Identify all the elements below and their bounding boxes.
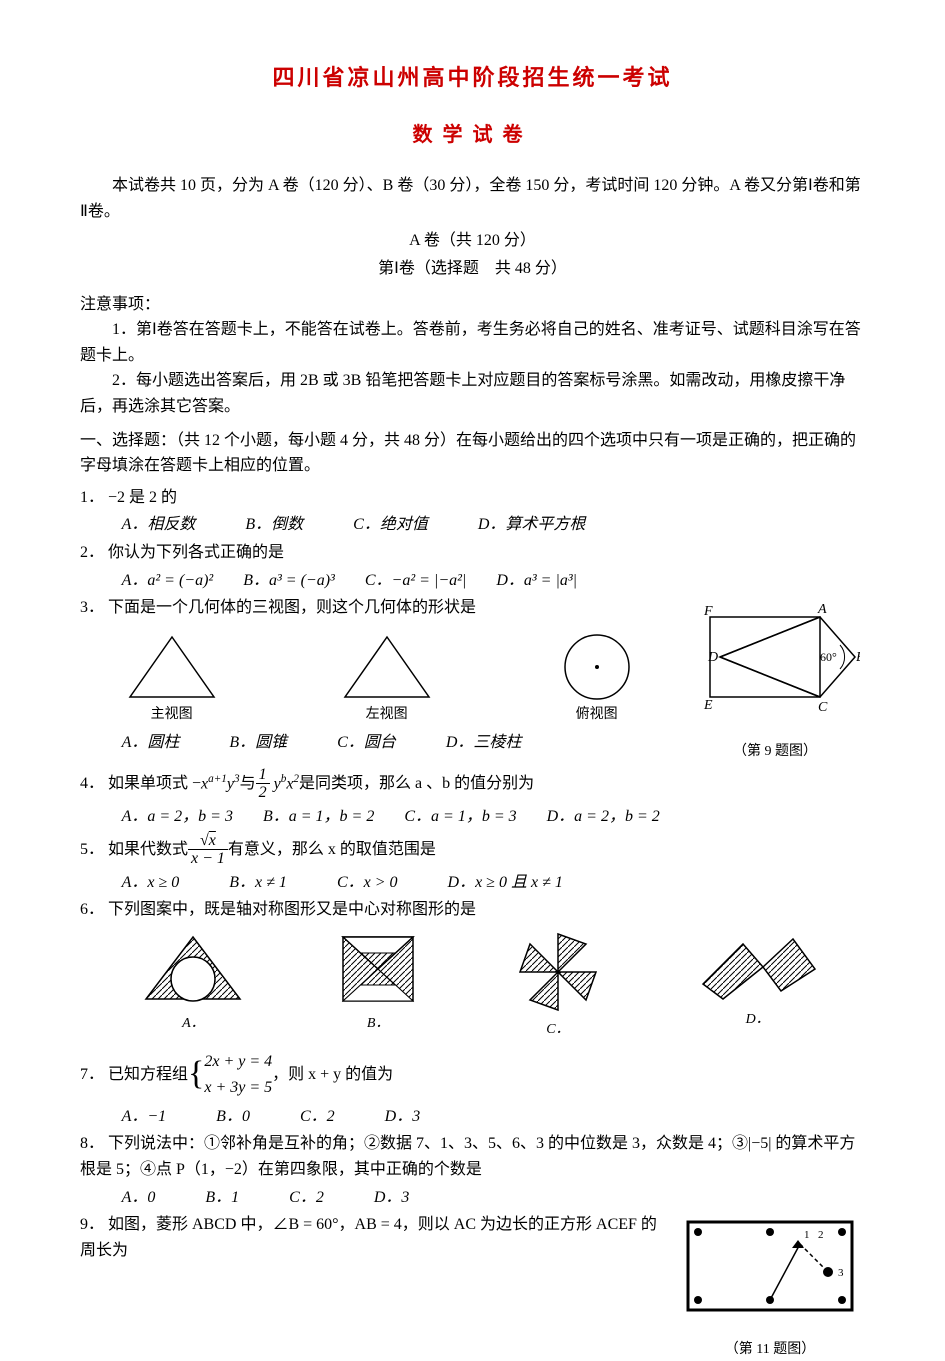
brace-icon: { bbox=[188, 1047, 204, 1101]
q3-option-b: B．圆锥 bbox=[229, 730, 287, 756]
q3-option-d: D．三棱柱 bbox=[446, 730, 522, 756]
question-2: 2． 你认为下列各式正确的是 A．a² = (−a)² B．a³ = (−a)³… bbox=[80, 540, 865, 593]
q6-figure-c: C． bbox=[508, 929, 608, 1041]
q5-fraction: √x x − 1 bbox=[188, 832, 228, 868]
q7-option-a: A．−1 bbox=[122, 1104, 167, 1130]
q4-frac: 12 bbox=[256, 766, 270, 802]
q4-option-c: C．a = 1，b = 3 bbox=[404, 804, 516, 830]
q4-option-d: D．a = 2，b = 2 bbox=[547, 804, 660, 830]
svg-text:60°: 60° bbox=[820, 650, 837, 664]
q5-option-b: B．x ≠ 1 bbox=[229, 870, 287, 896]
svg-text:E: E bbox=[703, 698, 713, 713]
notice-item-1: 1．第Ⅰ卷答在答题卡上，不能答在试卷上。答卷前，考生务必将自己的姓名、准考证号、… bbox=[80, 317, 865, 368]
q5-option-c: C．x > 0 bbox=[337, 870, 398, 896]
q2-option-d: D．a³ = |a³| bbox=[496, 568, 577, 594]
q1-text: 1． −2 是 2 的 bbox=[80, 485, 177, 511]
svg-text:A: A bbox=[817, 602, 827, 617]
q6-figure-d: D． bbox=[693, 929, 823, 1041]
q3-text: 3． 下面是一个几何体的三视图，则这个几何体的形状是 bbox=[80, 595, 476, 621]
q6-figure-a: A． bbox=[138, 929, 248, 1041]
q2-text: 2． 你认为下列各式正确的是 bbox=[80, 540, 284, 566]
page-subtitle: 数学试卷 bbox=[80, 119, 865, 151]
q2-option-a: A．a² = (−a)² bbox=[122, 568, 214, 594]
q4-term1: xa+1y3 bbox=[201, 771, 240, 797]
q5-text-post: 有意义，那么 x 的取值范围是 bbox=[228, 837, 436, 863]
svg-text:1: 1 bbox=[804, 1229, 810, 1241]
q6-text: 6． 下列图案中，既是轴对称图形又是中心对称图形的是 bbox=[80, 897, 476, 923]
q8-option-c: C．2 bbox=[289, 1185, 324, 1211]
q7-text-post: ，则 x + y 的值为 bbox=[272, 1062, 393, 1088]
q11-diagram: 1 2 3 bbox=[680, 1214, 860, 1324]
question-4: 4． 如果单项式 − xa+1y3 与 12 ybx2 是同类项，那么 a 、b… bbox=[80, 766, 865, 830]
q4-option-b: B．a = 1，b = 2 bbox=[263, 804, 374, 830]
intro-paragraph: 本试卷共 10 页，分为 A 卷（120 分）、B 卷（30 分），全卷 150… bbox=[80, 173, 865, 224]
q9-caption: （第 9 题图） bbox=[685, 741, 865, 763]
q2-option-c: C．−a² = |−a²| bbox=[365, 568, 466, 594]
q3-front-view: 主视图 bbox=[122, 629, 222, 726]
question-1: 1． −2 是 2 的 A．相反数 B．倒数 C．绝对值 D．算术平方根 bbox=[80, 485, 865, 538]
q3-left-view: 左视图 bbox=[337, 629, 437, 726]
svg-text:2: 2 bbox=[818, 1229, 824, 1241]
q8-option-b: B．1 bbox=[205, 1185, 239, 1211]
q4-text-pre: 4． 如果单项式 − bbox=[80, 771, 201, 797]
figure-q9: F A D B E C 60° （第 9 题图） bbox=[685, 597, 865, 764]
q6-figure-b: B． bbox=[333, 929, 423, 1041]
figure-q11: 1 2 3 （第 11 题图） bbox=[675, 1214, 865, 1361]
q7-option-d: D．3 bbox=[385, 1104, 421, 1130]
svg-text:F: F bbox=[703, 604, 713, 619]
section-a-label: A 卷（共 120 分） bbox=[80, 228, 865, 254]
question-5: 5． 如果代数式 √x x − 1 有意义，那么 x 的取值范围是 A．x ≥ … bbox=[80, 832, 865, 896]
q3-option-a: A．圆柱 bbox=[122, 730, 180, 756]
svg-text:3: 3 bbox=[838, 1267, 844, 1279]
question-7: 7． 已知方程组 { 2x + y = 4 x + 3y = 5 ，则 x + … bbox=[80, 1047, 865, 1129]
section1-stem: 一、选择题：（共 12 个小题，每小题 4 分，共 48 分）在每小题给出的四个… bbox=[80, 428, 865, 479]
q7-option-b: B．0 bbox=[216, 1104, 250, 1130]
q1-option-b: B．倒数 bbox=[245, 512, 303, 538]
q8-text: 8． 下列说法中：①邻补角是互补的角；②数据 7、1、3、5、6、3 的中位数是… bbox=[80, 1131, 865, 1182]
q5-option-a: A．x ≥ 0 bbox=[122, 870, 180, 896]
q1-option-d: D．算术平方根 bbox=[478, 512, 586, 538]
notice-heading: 注意事项： bbox=[80, 292, 865, 318]
q7-text-pre: 7． 已知方程组 bbox=[80, 1062, 188, 1088]
q9-text: 9． 如图，菱形 ABCD 中，∠B = 60°，AB = 4，则以 AC 为边… bbox=[80, 1216, 657, 1259]
q5-option-d: D．x ≥ 0 且 x ≠ 1 bbox=[448, 870, 563, 896]
q9-diagram: F A D B E C 60° bbox=[690, 597, 860, 727]
svg-text:B: B bbox=[856, 650, 860, 665]
notice-item-2: 2．每小题选出答案后，用 2B 或 3B 铅笔把答题卡上对应题目的答案标号涂黑。… bbox=[80, 368, 865, 419]
page-title: 四川省凉山州高中阶段招生统一考试 bbox=[80, 60, 865, 95]
q7-system: 2x + y = 4 x + 3y = 5 bbox=[204, 1049, 272, 1100]
section-i-label: 第Ⅰ卷（选择题 共 48 分） bbox=[80, 256, 865, 282]
q4-term2: ybx2 bbox=[270, 771, 299, 797]
q4-text-mid: 与 bbox=[240, 771, 256, 797]
q4-text-post: 是同类项，那么 a 、b 的值分别为 bbox=[299, 771, 534, 797]
q7-option-c: C．2 bbox=[300, 1104, 335, 1130]
q3-top-view: 俯视图 bbox=[552, 629, 642, 726]
q2-option-b: B．a³ = (−a)³ bbox=[243, 568, 335, 594]
q1-option-c: C．绝对值 bbox=[353, 512, 428, 538]
q4-option-a: A．a = 2，b = 3 bbox=[122, 804, 233, 830]
q8-option-d: D．3 bbox=[374, 1185, 410, 1211]
q1-option-a: A．相反数 bbox=[122, 512, 196, 538]
question-6: 6． 下列图案中，既是轴对称图形又是中心对称图形的是 A． B． bbox=[80, 897, 865, 1041]
q5-text-pre: 5． 如果代数式 bbox=[80, 837, 188, 863]
q8-option-a: A．0 bbox=[122, 1185, 156, 1211]
question-8: 8． 下列说法中：①邻补角是互补的角；②数据 7、1、3、5、6、3 的中位数是… bbox=[80, 1131, 865, 1210]
svg-text:D: D bbox=[707, 650, 718, 665]
q3-option-c: C．圆台 bbox=[337, 730, 396, 756]
notice-block: 注意事项： 1．第Ⅰ卷答在答题卡上，不能答在试卷上。答卷前，考生务必将自己的姓名… bbox=[80, 292, 865, 420]
q11-caption: （第 11 题图） bbox=[675, 1339, 865, 1361]
svg-text:C: C bbox=[818, 700, 828, 715]
